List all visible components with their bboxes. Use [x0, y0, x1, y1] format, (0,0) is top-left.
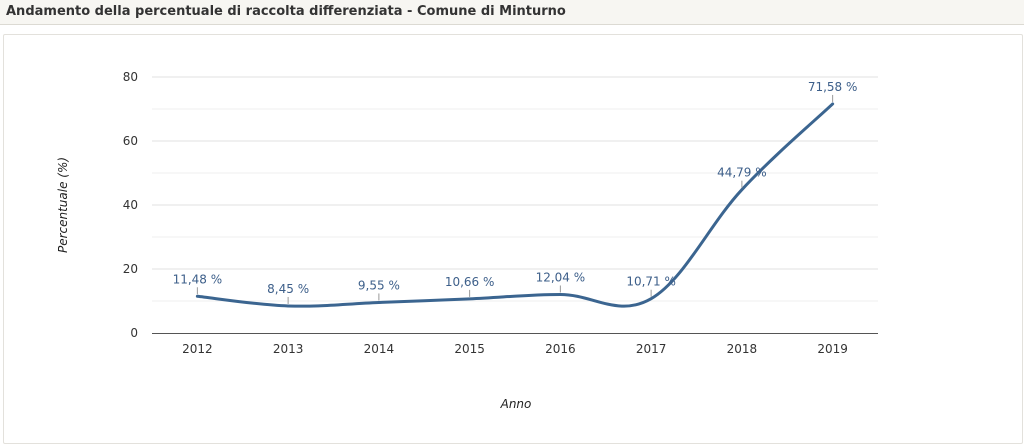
data-point[interactable] — [195, 294, 199, 298]
y-tick-label: 40 — [123, 198, 138, 212]
data-label: 11,48 % — [173, 272, 223, 286]
chart-title: Andamento della percentuale di raccolta … — [6, 4, 566, 19]
x-tick-label: 2019 — [817, 342, 848, 356]
data-labels: 11,48 % 8,45 % 9,55 % 10,66 % 12,04 % 10,71 %… — [173, 80, 858, 304]
data-point[interactable] — [468, 297, 472, 301]
data-label: 12,04 % — [536, 270, 586, 284]
chart-title-bar: Andamento della percentuale di raccolta … — [0, 0, 1024, 25]
x-tick-label: 2018 — [727, 342, 758, 356]
y-tick-label: 60 — [123, 134, 138, 148]
data-label: 8,45 % — [267, 282, 309, 296]
data-label: 10,71 % — [626, 275, 676, 289]
series — [195, 102, 835, 308]
data-label: 9,55 % — [358, 278, 400, 292]
x-tick-label: 2016 — [545, 342, 576, 356]
y-tick-label: 20 — [123, 262, 138, 276]
data-point[interactable] — [558, 292, 562, 296]
x-tick-label: 2014 — [364, 342, 395, 356]
data-label: 44,79 % — [717, 166, 767, 180]
grid-lines — [152, 76, 878, 302]
data-label: 71,58 % — [808, 80, 858, 94]
y-axis-title: Percentuale (%) — [56, 157, 70, 253]
y-tick-label: 80 — [123, 70, 138, 84]
data-point[interactable] — [649, 297, 653, 301]
data-point[interactable] — [740, 188, 744, 192]
x-tick-label: 2017 — [636, 342, 667, 356]
series-line — [195, 102, 835, 308]
y-tick-label: 0 — [130, 326, 138, 340]
x-axis-title: Anno — [500, 397, 532, 411]
data-point[interactable] — [831, 102, 835, 106]
chart-panel — [3, 34, 1023, 444]
axes: 0 20 40 60 80 2012 2013 2014 2015 2016 2017 2018 201… — [123, 70, 878, 356]
x-tick-label: 2015 — [454, 342, 485, 356]
x-tick-label: 2012 — [182, 342, 213, 356]
data-point[interactable] — [377, 300, 381, 304]
x-tick-label: 2013 — [273, 342, 304, 356]
data-label: 10,66 % — [445, 275, 495, 289]
data-point[interactable] — [286, 304, 290, 308]
